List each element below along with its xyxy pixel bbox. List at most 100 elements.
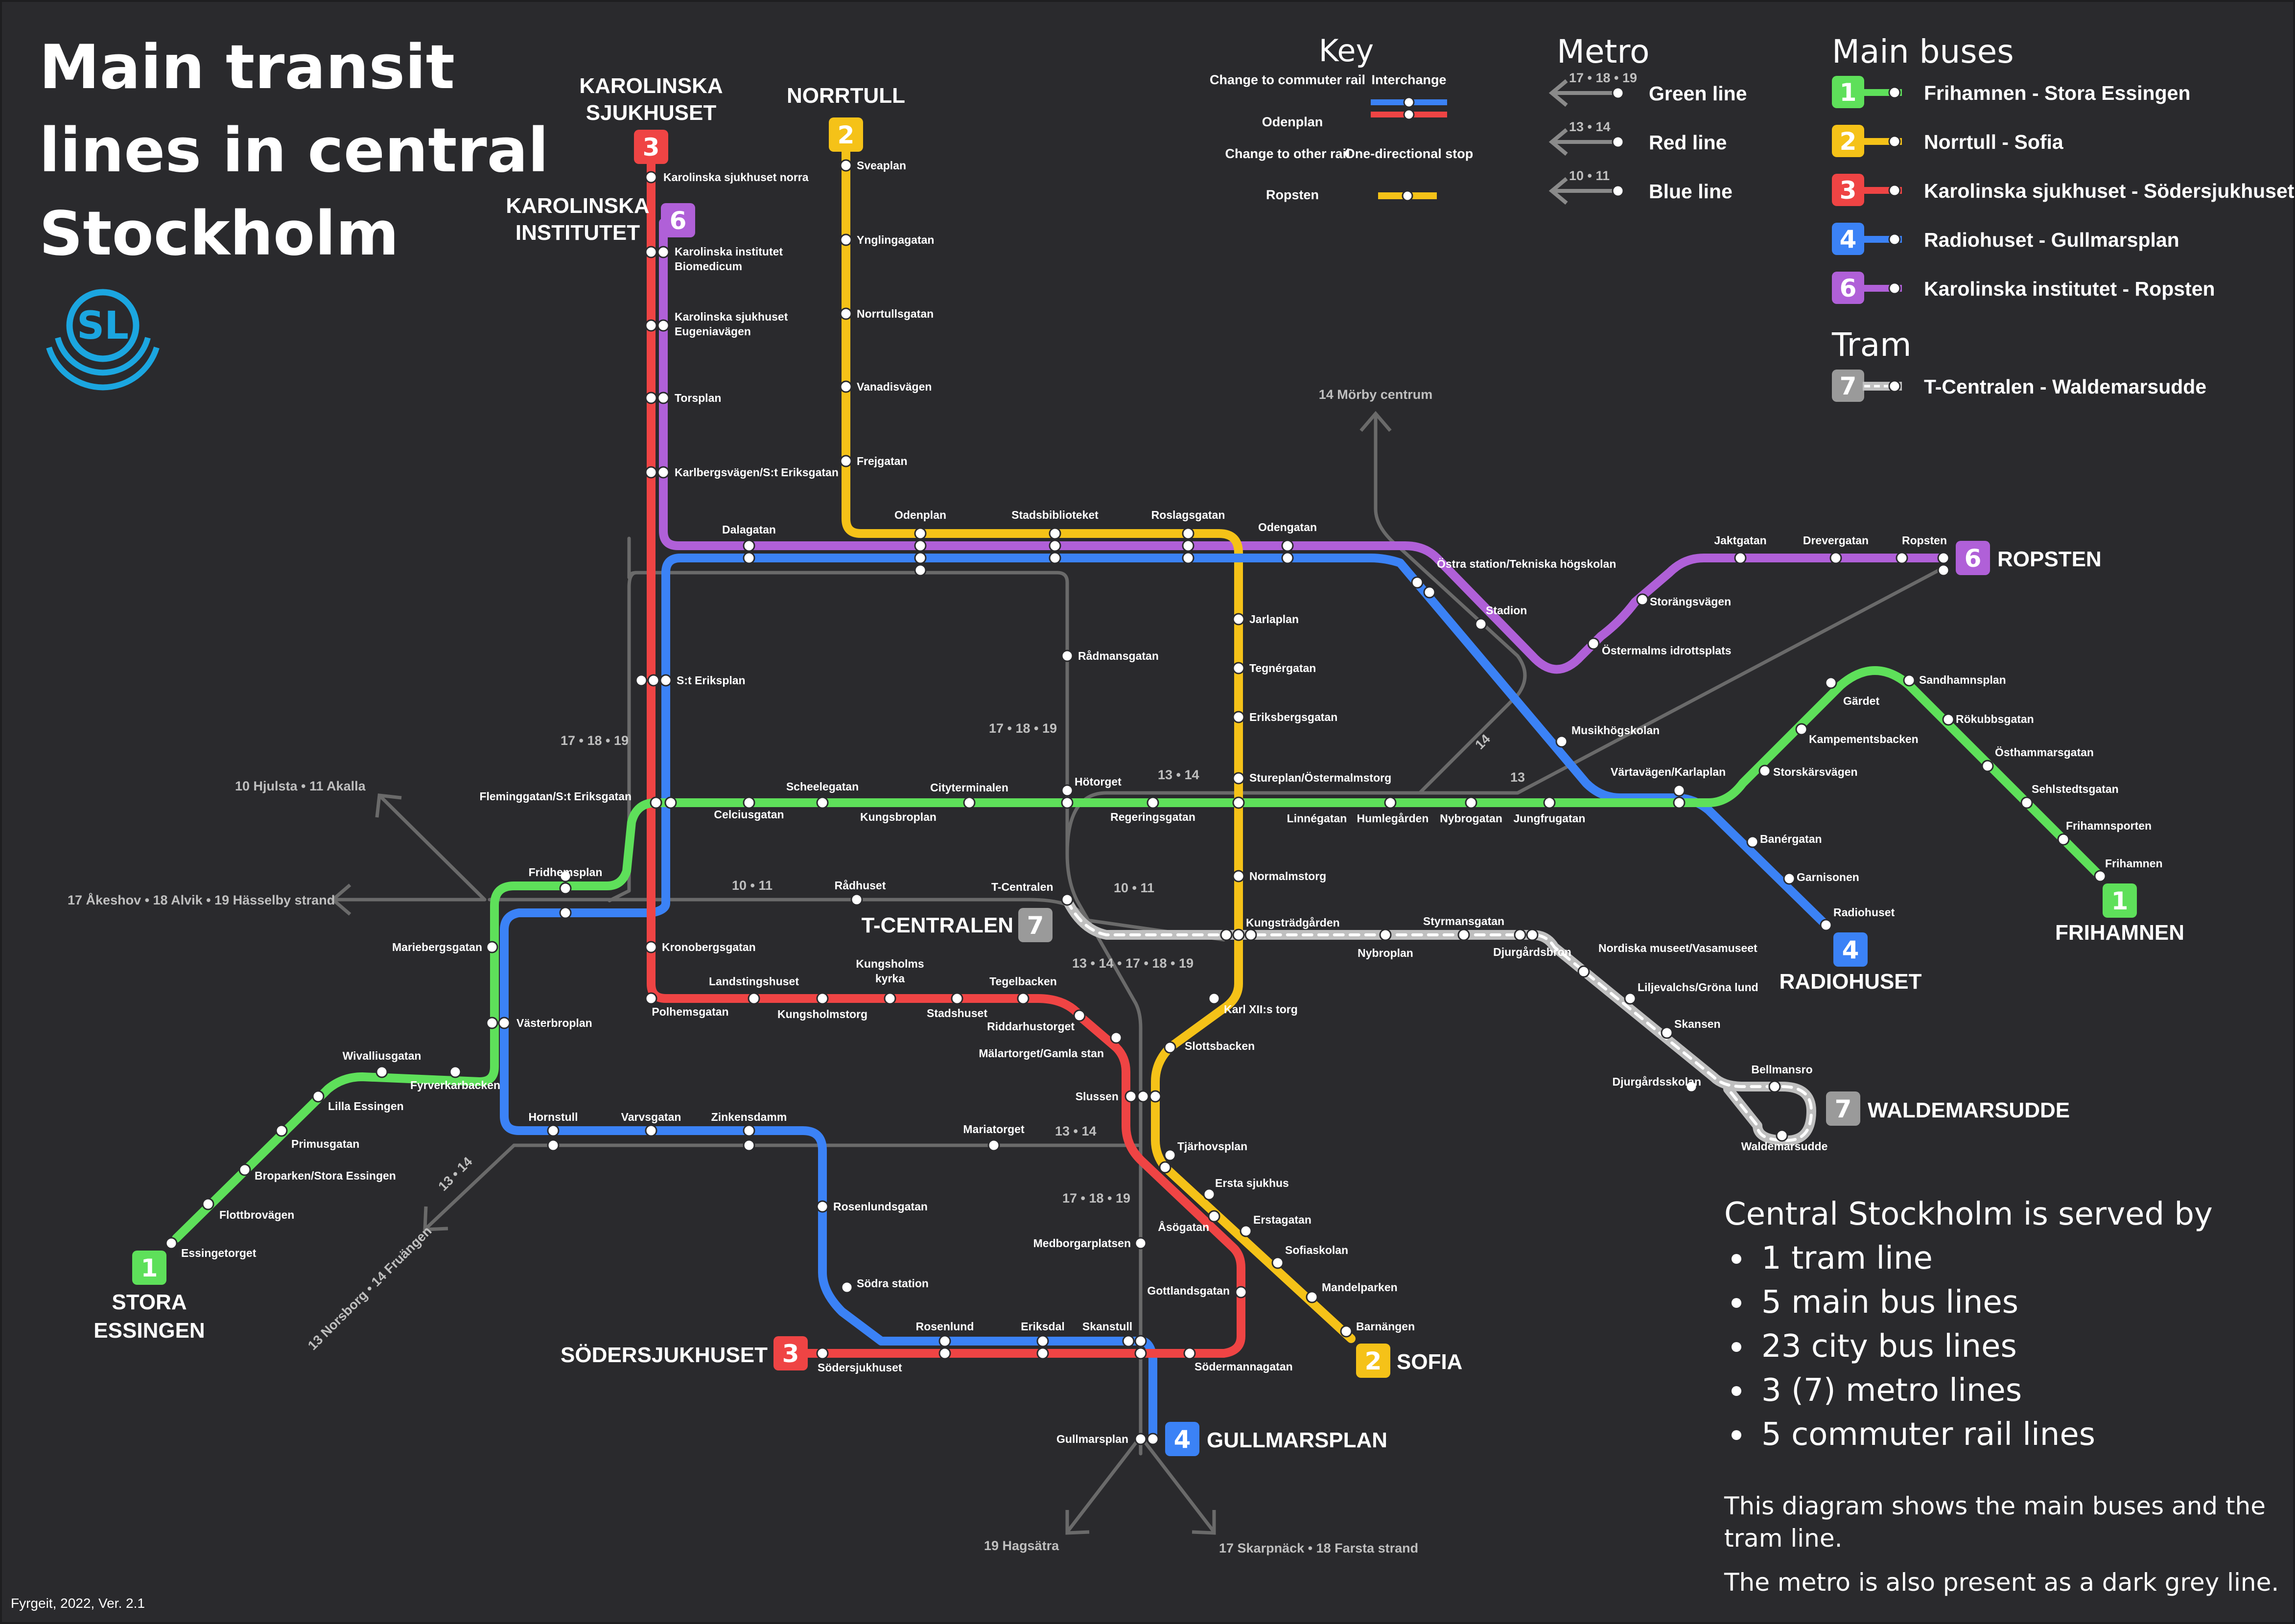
station-wivalliusgatan: Wivalliusgatan — [343, 1049, 422, 1062]
station-mariebergsgatan: Mariebergsgatan — [392, 941, 482, 953]
svg-text:4: 4 — [1840, 225, 1857, 254]
station-stadsbiblioteket: Stadsbiblioteket — [1011, 509, 1099, 521]
metro-legend-blue: Blue line — [1649, 180, 1733, 203]
station-kungsholms-kyrka-2: kyrka — [875, 972, 905, 985]
station-skanstull: Skanstull — [1082, 1320, 1132, 1333]
bus-legend-name-1: Frihamnen - Stora Essingen — [1924, 82, 2191, 104]
metro-label-8: 13 • 14 • 17 • 18 • 19 — [1072, 956, 1194, 971]
station-lilla-essingen: Lilla Essingen — [328, 1100, 404, 1113]
station-sveaplan: Sveaplan — [857, 159, 906, 172]
info-block: Central Stockholm is served by 1 tram li… — [1724, 1196, 2279, 1597]
bus-legend-item-6: 6 Karolinska institutet - Ropsten — [1832, 272, 2215, 304]
terminus-sofia: SOFIA — [1397, 1350, 1462, 1374]
title-line-2: lines in central — [39, 116, 549, 186]
bus-legend-item-2: 2 Norrtull - Sofia — [1832, 125, 2064, 157]
station-ki-biomedicum-1: Karolinska institutet — [675, 245, 783, 258]
station-essingetorget: Essingetorget — [181, 1247, 257, 1259]
station-celciusgatan: Celciusgatan — [714, 808, 784, 821]
station-asogatan: Åsögatan — [1158, 1220, 1209, 1233]
terminus-waldemarsudde: WALDEMARSUDDE — [1868, 1098, 2070, 1122]
station-ostermalms-ip: Östermalms idrottsplats — [1602, 644, 1732, 657]
station-roslagsgatan: Roslagsgatan — [1151, 509, 1225, 521]
svg-text:7: 7 — [1840, 372, 1857, 400]
station-hotorget: Hötorget — [1075, 775, 1122, 788]
metro-label-4: 13 — [1510, 770, 1525, 785]
station-rosenlundsgatan: Rosenlundsgatan — [833, 1200, 928, 1213]
bus-legend-item-3: 3 Karolinska sjukhuset - Södersjukhuset — [1832, 174, 2295, 206]
station-liljevalchs: Liljevalchs/Gröna lund — [1638, 981, 1758, 994]
metro-southwest-diagonal — [424, 1143, 516, 1230]
station-medborgarplatsen: Medborgarplatsen — [1033, 1237, 1131, 1250]
sl-logo: SL — [46, 289, 160, 391]
station-odengatan: Odengatan — [1258, 521, 1317, 534]
station-mandelparken: Mandelparken — [1322, 1281, 1398, 1294]
station-ks-eugenia-1: Karolinska sjukhuset — [675, 310, 788, 323]
station-t-centralen: T-Centralen — [991, 881, 1054, 893]
svg-text:1: 1 — [141, 1254, 158, 1282]
station-zinkensdamm: Zinkensdamm — [711, 1111, 787, 1123]
svg-text:2: 2 — [838, 121, 855, 149]
station-tjarhovsplan: Tjärhovsplan — [1177, 1140, 1247, 1153]
svg-text:7: 7 — [1835, 1095, 1852, 1123]
metro-label-2: 17 • 18 • 19 — [989, 721, 1057, 736]
bus-line-2 — [842, 133, 1356, 1343]
station-slussen: Slussen — [1076, 1090, 1119, 1103]
station-banergatan: Banérgatan — [1760, 833, 1822, 845]
station-eriksbergsgatan: Eriksbergsgatan — [1249, 711, 1337, 723]
svg-text:4: 4 — [1174, 1425, 1191, 1454]
bus-legend-name-4: Radiohuset - Gullmarsplan — [1924, 229, 2179, 251]
terminus-karolinska-institutet-2: INSTITUTET — [515, 221, 640, 245]
info-bullet-4: 3 (7) metro lines — [1761, 1372, 2022, 1409]
station-sodra-station: Södra station — [857, 1277, 929, 1290]
station-sodersjukhuset: Södersjukhuset — [818, 1361, 902, 1374]
key-change-other: Change to other rail — [1225, 146, 1350, 161]
info-bullet-1: 1 tram line — [1761, 1240, 1933, 1276]
station-vanadisvagen: Vanadisvägen — [857, 380, 932, 393]
station-slottsbacken: Slottsbacken — [1185, 1040, 1255, 1052]
metro-label-3: 13 • 14 — [1158, 767, 1199, 782]
key-legend: Key Change to commuter rail Odenplan Int… — [1210, 33, 1473, 202]
station-cityterminalen: Cityterminalen — [930, 781, 1008, 794]
station-humlegarden: Humlegården — [1357, 812, 1429, 825]
station-frejgatan: Frejgatan — [857, 455, 908, 467]
station-jaktgatan: Jaktgatan — [1714, 534, 1766, 547]
station-karolinska-norra: Karolinska sjukhuset norra — [663, 171, 809, 184]
station-ersta-sjukhus: Ersta sjukhus — [1215, 1177, 1289, 1189]
key-title: Key — [1319, 33, 1374, 69]
title-line-1: Main transit — [39, 32, 455, 103]
svg-text:3: 3 — [643, 133, 660, 162]
station-flottbrovagen: Flottbrovägen — [219, 1208, 294, 1221]
station-garnisonen: Garnisonen — [1797, 871, 1859, 883]
station-bellmansro: Bellmansro — [1751, 1063, 1812, 1076]
tram-legend-name-7: T-Centralen - Waldemarsudde — [1924, 375, 2206, 398]
dest-skarpnack: 17 Skarpnäck • 18 Farsta strand — [1219, 1541, 1418, 1555]
bus-legend: Main buses 1 Frihamnen - Stora Essingen … — [1832, 33, 2295, 304]
metro-legend-blue-nums: 10 • 11 — [1569, 168, 1610, 183]
metro-legend: Metro 17 • 18 • 19 Green line 13 • 14 Re… — [1548, 33, 1747, 205]
station-malartorget: Mälartorget/Gamla stan — [979, 1047, 1104, 1060]
station-radiohuset: Radiohuset — [1833, 906, 1895, 919]
station-torsplan: Torsplan — [675, 392, 721, 404]
metro-label-7: 10 • 11 — [1114, 881, 1154, 895]
svg-text:1: 1 — [2111, 887, 2129, 915]
station-nybroplan: Nybroplan — [1358, 947, 1413, 959]
station-drevergatan: Drevergatan — [1803, 534, 1869, 547]
station-nordiska: Nordiska museet/Vasamuseet — [1598, 942, 1757, 954]
info-bullet-3: 23 city bus lines — [1761, 1328, 2017, 1365]
svg-text:2: 2 — [1365, 1347, 1382, 1375]
dest-morby: 14 Mörby centrum — [1319, 387, 1433, 402]
station-osthammarsgatan: Östhammarsgatan — [1995, 746, 2094, 759]
station-vartavagen: Värtavägen/Karlaplan — [1611, 766, 1726, 778]
station-rosenlund: Rosenlund — [916, 1320, 974, 1333]
info-bullet-2: 5 main bus lines — [1761, 1284, 2018, 1321]
sl-logo-text: SL — [77, 304, 129, 348]
station-djurgardsbron: Djurgårdsbron — [1493, 946, 1571, 958]
station-gottlandsgatan: Gottlandsgatan — [1147, 1284, 1230, 1297]
metro-label-1: 17 • 18 • 19 — [561, 733, 629, 748]
station-radhuset: Rådhuset — [835, 879, 886, 892]
station-normalmstorg: Normalmstorg — [1249, 870, 1326, 882]
terminus-karolinska-institutet-1: KAROLINSKA — [506, 194, 649, 218]
terminus-gullmarsplan: GULLMARSPLAN — [1207, 1428, 1387, 1452]
dest-hagsatra: 19 Hagsätra — [984, 1538, 1059, 1553]
